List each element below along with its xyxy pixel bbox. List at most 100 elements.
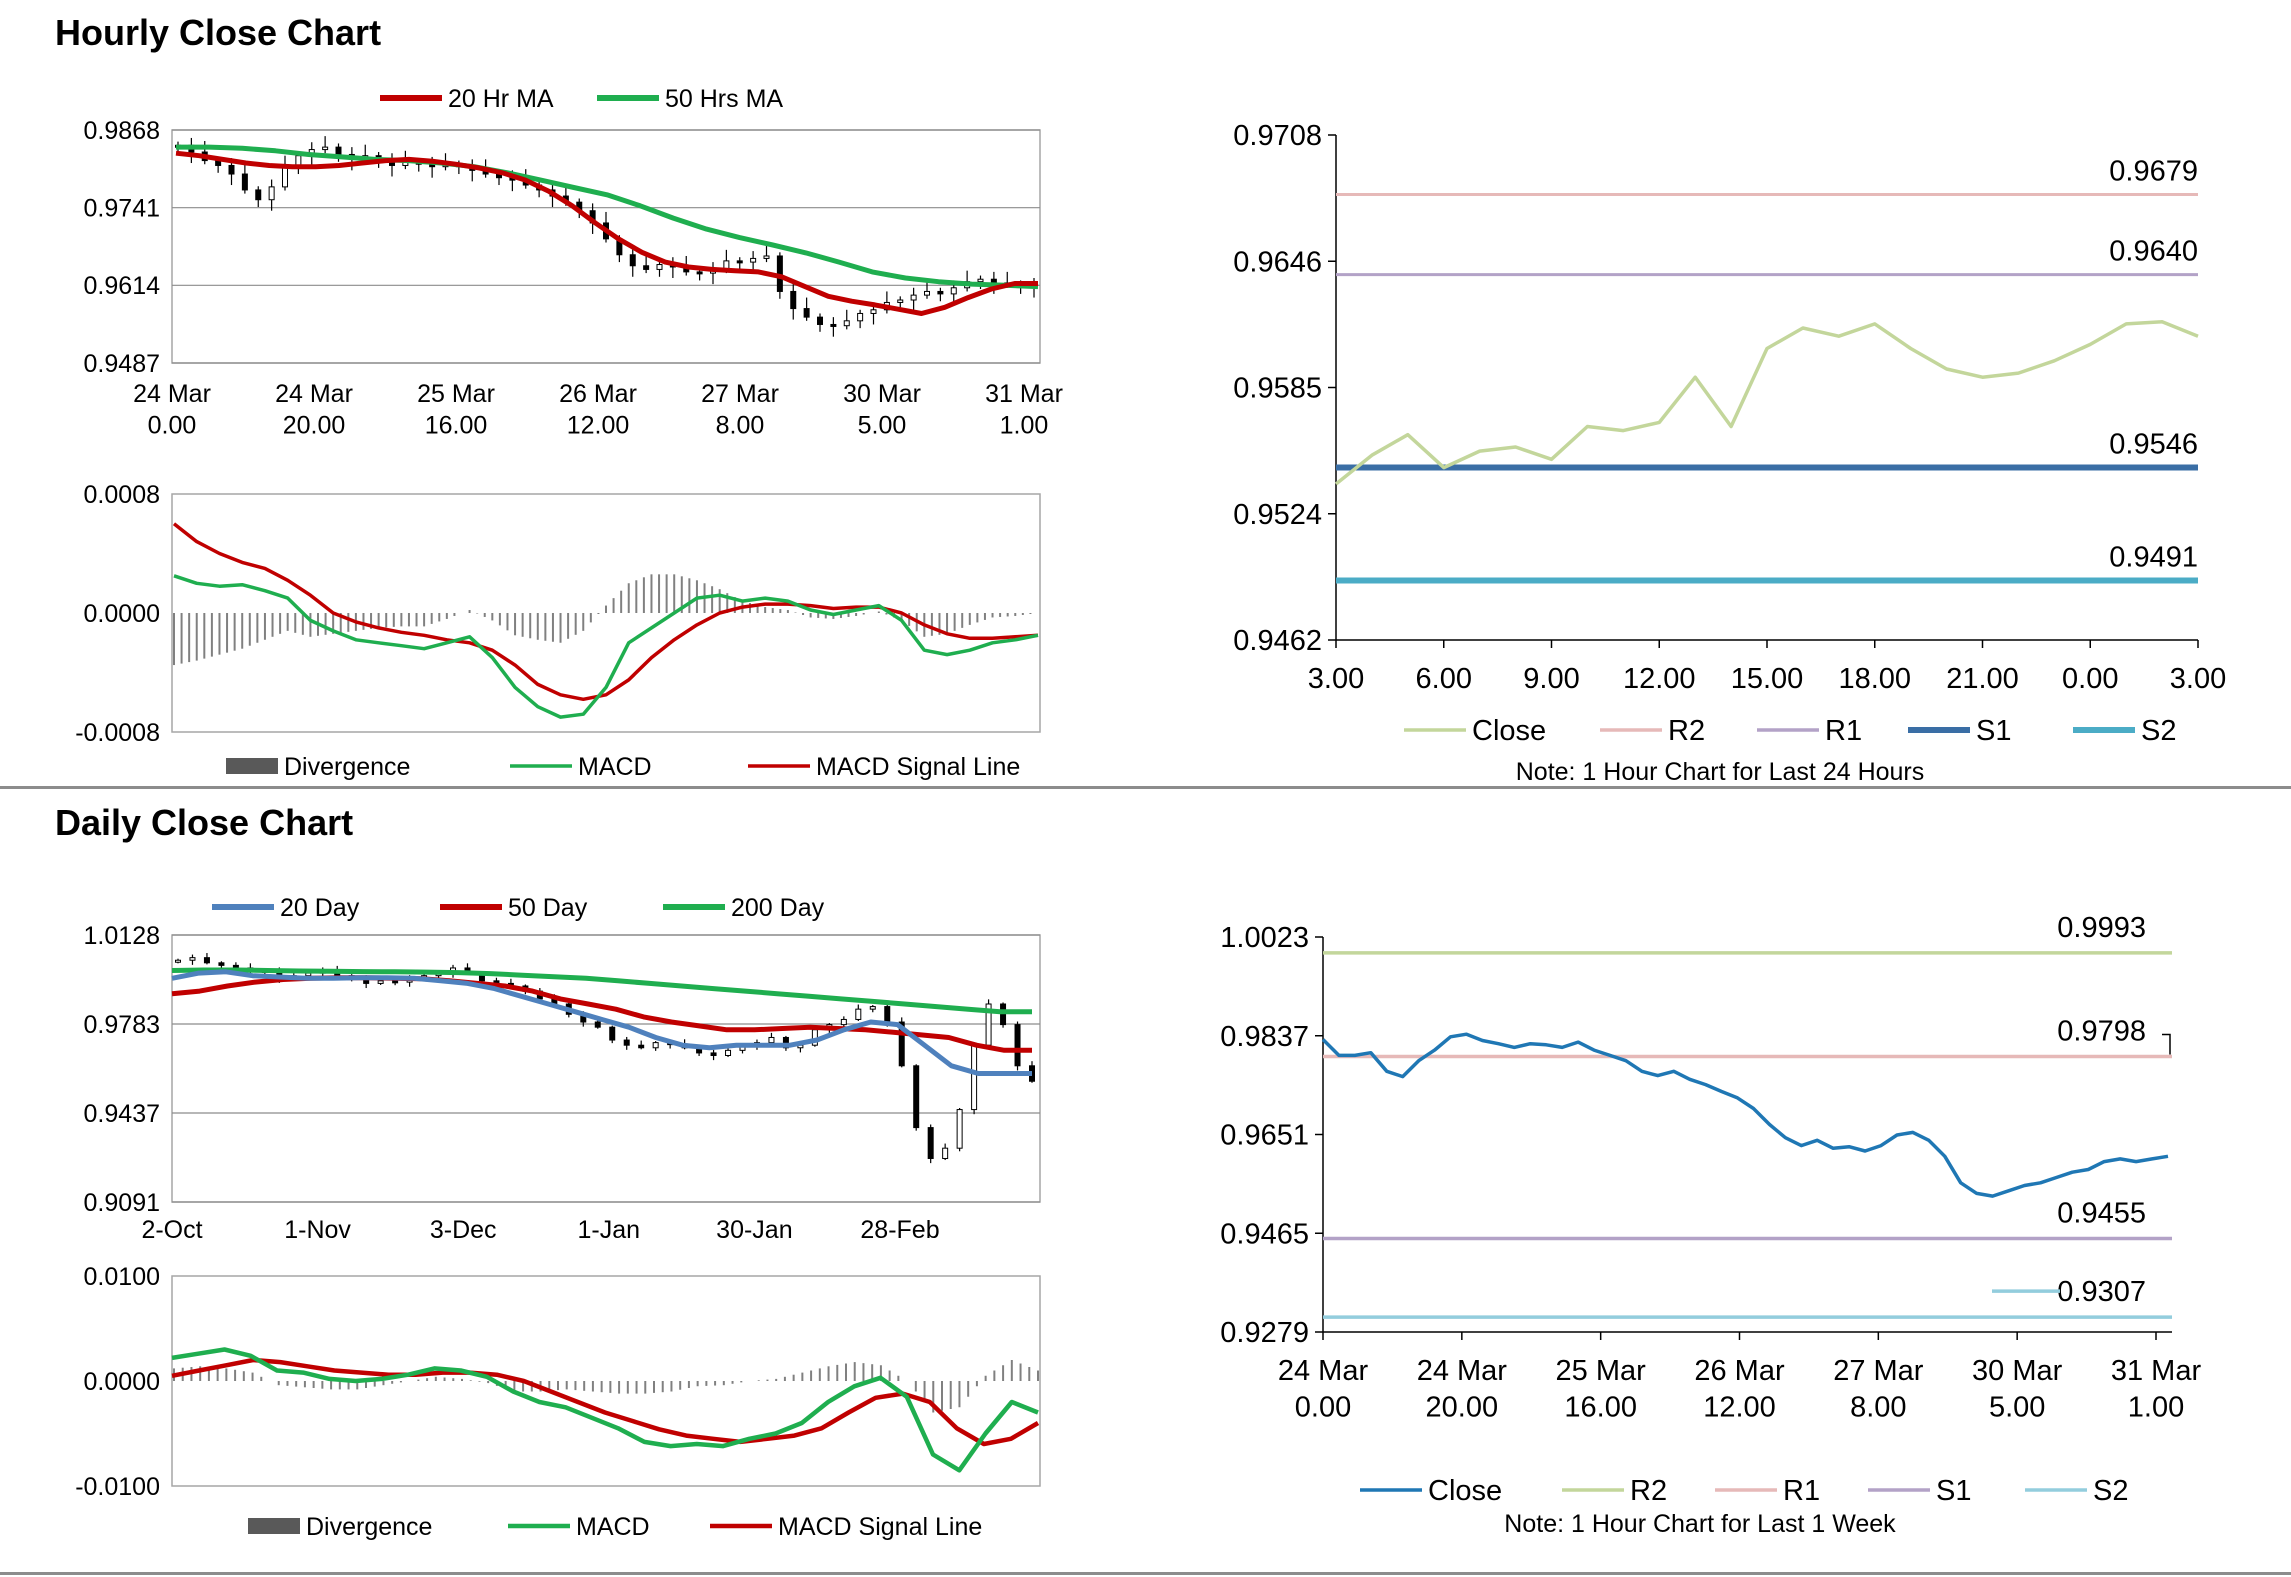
legend-label: 20 Hr MA — [448, 85, 554, 113]
legend-label: S1 — [1976, 715, 2011, 747]
candle-body — [1000, 1003, 1007, 1026]
plot-border — [171, 1275, 1041, 1487]
x-tick-label: 1-Jan — [578, 1216, 641, 1244]
level-r2-label: 0.9993 — [2057, 912, 2146, 944]
candle-body — [927, 1127, 934, 1159]
candle-body — [990, 278, 997, 284]
x-tick-label: 12.00 — [567, 411, 630, 439]
legend-label: R1 — [1825, 715, 1862, 747]
y-tick-label: 0.0100 — [84, 1263, 160, 1291]
level-r2-label: 0.9679 — [2109, 156, 2198, 188]
hourly-pivots-chart: 0.9708 0.9646 0.9585 0.9524 0.9462 3.00 6.00 9.… — [1233, 120, 2226, 747]
candle-body — [870, 309, 877, 314]
candle-body — [817, 316, 823, 325]
candle-body — [750, 257, 757, 263]
legend-label: MACD Signal Line — [778, 1513, 982, 1541]
x-tick-label: 30 Mar — [1972, 1355, 2063, 1387]
y-tick-label: 0.9708 — [1233, 120, 1322, 152]
y-tick-label: -0.0008 — [75, 719, 160, 747]
candle-body — [656, 264, 663, 270]
legend-label: R2 — [1668, 715, 1705, 747]
legend-label: Divergence — [306, 1513, 432, 1541]
candle-body — [643, 265, 650, 270]
legend-label: MACD Signal Line — [816, 753, 1020, 781]
hourly-pivots-note: Note: 1 Hour Chart for Last 24 Hours — [1515, 758, 1925, 786]
y-tick-label: 0.9646 — [1233, 246, 1322, 278]
candle-body — [763, 255, 770, 259]
bottom-separator — [0, 1572, 2291, 1575]
x-tick-label: 3.00 — [1308, 663, 1364, 695]
candle-body — [910, 294, 917, 301]
x-tick-label: 24 Mar — [1278, 1355, 1369, 1387]
macd-line — [173, 574, 1039, 719]
x-tick-label: 27 Mar — [701, 380, 779, 408]
x-tick-label: 12.00 — [1623, 663, 1696, 695]
legend-label: Close — [1472, 715, 1546, 747]
x-tick-label: 8.00 — [1850, 1391, 1906, 1423]
daily-section-title: Daily Close Chart — [55, 802, 354, 843]
candle-body — [696, 271, 703, 275]
macd-signal-line — [172, 522, 1039, 702]
candle-body — [956, 1109, 963, 1149]
daily-macd-chart: 0.0100 0.0000 -0.0100 Divergence MACD MACD Si… — [75, 1263, 1041, 1541]
x-tick-label: 24 Mar — [133, 380, 211, 408]
legend-label: R1 — [1783, 1475, 1820, 1507]
x-tick-label: 1.00 — [1000, 411, 1049, 439]
day20-line — [171, 969, 1032, 1076]
x-tick-label: 16.00 — [1564, 1391, 1637, 1423]
close-line — [1321, 1032, 2169, 1198]
candle-body — [609, 1026, 616, 1041]
level-r1-label: 0.9640 — [2109, 236, 2198, 268]
x-tick-label: 3-Dec — [430, 1216, 497, 1244]
candle-body — [638, 1044, 645, 1049]
candle-body — [241, 173, 248, 191]
candle-body — [937, 290, 944, 295]
level-s1-label: 0.9546 — [2109, 429, 2198, 461]
candle-body — [830, 323, 837, 327]
x-tick-label: 15.00 — [1731, 663, 1804, 695]
y-tick-label: 0.0008 — [84, 481, 160, 509]
x-tick-label: 5.00 — [1989, 1391, 2045, 1423]
x-tick-label: 20.00 — [283, 411, 346, 439]
legend-label: S2 — [2141, 715, 2176, 747]
hourly-macd-chart: 0.0008 0.0000 -0.0008 Divergence MACD MACD Si… — [75, 481, 1041, 781]
legend-label: Close — [1428, 1475, 1502, 1507]
y-tick-label: 1.0023 — [1220, 922, 1309, 954]
legend-label: Divergence — [284, 753, 410, 781]
y-tick-label: 0.9585 — [1233, 373, 1322, 405]
x-tick-label: 0.00 — [2062, 663, 2118, 695]
candle-body — [228, 164, 235, 175]
x-tick-label: 16.00 — [425, 411, 488, 439]
x-tick-label: 1.00 — [2128, 1391, 2184, 1423]
candle-body — [884, 1006, 891, 1023]
candle-body — [335, 146, 342, 155]
candle-body — [725, 1049, 732, 1056]
x-tick-label: 0.00 — [148, 411, 197, 439]
y-tick-label: 0.9462 — [1233, 625, 1322, 657]
candle-body — [768, 1036, 775, 1044]
weekly-pivots-note: Note: 1 Hour Chart for Last 1 Week — [1504, 1510, 1896, 1538]
candle-body — [977, 278, 984, 283]
y-tick-label: 0.9868 — [84, 117, 160, 145]
y-tick-label: 0.9741 — [84, 194, 160, 222]
candle-body — [392, 980, 399, 984]
candle-body — [594, 1021, 601, 1028]
y-tick-label: 0.9437 — [84, 1100, 160, 1128]
candle-body — [857, 312, 864, 322]
level-r1-label: 0.9798 — [2057, 1015, 2146, 1047]
x-tick-label: 26 Mar — [1694, 1355, 1785, 1387]
x-tick-label: 25 Mar — [417, 380, 495, 408]
y-tick-label: 0.9524 — [1233, 499, 1322, 531]
candle-body — [629, 254, 636, 267]
candle-body — [218, 962, 225, 966]
day200-line — [171, 967, 1032, 1015]
candle-body — [855, 1008, 862, 1020]
x-tick-label: 30-Jan — [716, 1216, 792, 1244]
legend-label: MACD — [578, 753, 652, 781]
y-tick-label: -0.0100 — [75, 1473, 160, 1501]
x-tick-label: 2-Oct — [141, 1216, 202, 1244]
ma50-line — [176, 144, 1039, 290]
x-tick-label: 18.00 — [1838, 663, 1911, 695]
